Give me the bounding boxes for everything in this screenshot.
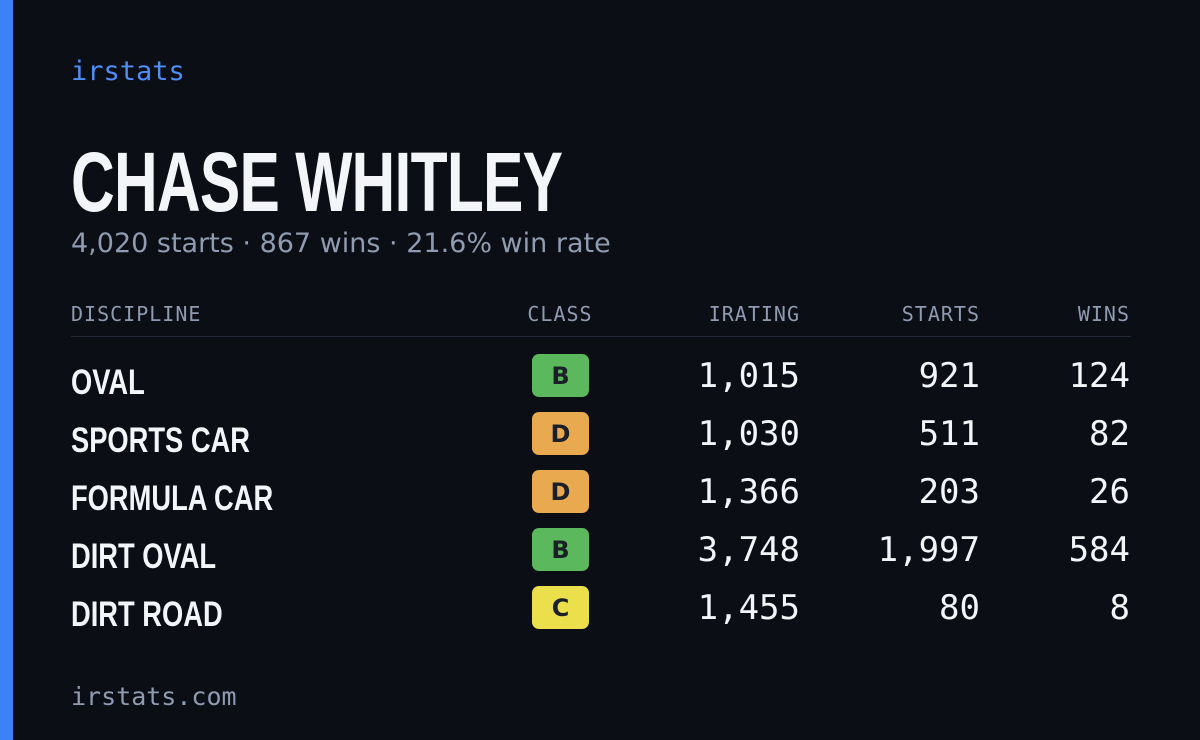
irating-value: 3,748 [697,530,800,570]
irating-value: 1,366 [697,472,800,512]
discipline: OVAL [71,363,145,402]
column-header: WINS [1077,302,1130,326]
discipline: DIRT OVAL [71,537,217,576]
wins-value: 8 [1109,588,1130,628]
driver-name: CHASE WHITLEY [71,135,563,229]
class-badge: C [532,586,589,629]
column-header: CLASS [527,302,593,326]
starts-value: 511 [918,414,980,454]
wins-value: 584 [1068,530,1130,570]
irating-value: 1,015 [697,356,800,396]
class-badge: B [532,354,589,397]
class-badge: B [532,528,589,571]
accent-bar [0,0,13,740]
class-badge: D [532,470,589,513]
driver-summary: 4,020 starts · 867 wins · 21.6% win rate [71,228,611,259]
discipline: SPORTS CAR [71,421,250,460]
irating-value: 1,455 [697,588,800,628]
column-header: STARTS [901,302,980,326]
brand: irstats [71,56,185,87]
class-badge: D [532,412,589,455]
starts-value: 203 [918,472,980,512]
wins-value: 82 [1089,414,1130,454]
discipline: DIRT ROAD [71,595,223,634]
wins-value: 124 [1068,356,1130,396]
column-header: DISCIPLINE [71,302,202,326]
starts-value: 921 [918,356,980,396]
header-rule [71,336,1131,337]
starts-value: 1,997 [877,530,980,570]
irating-value: 1,030 [697,414,800,454]
footer: irstats.com [71,682,237,711]
wins-value: 26 [1089,472,1130,512]
starts-value: 80 [939,588,980,628]
column-header: IRATING [708,302,800,326]
discipline: FORMULA CAR [71,479,274,518]
